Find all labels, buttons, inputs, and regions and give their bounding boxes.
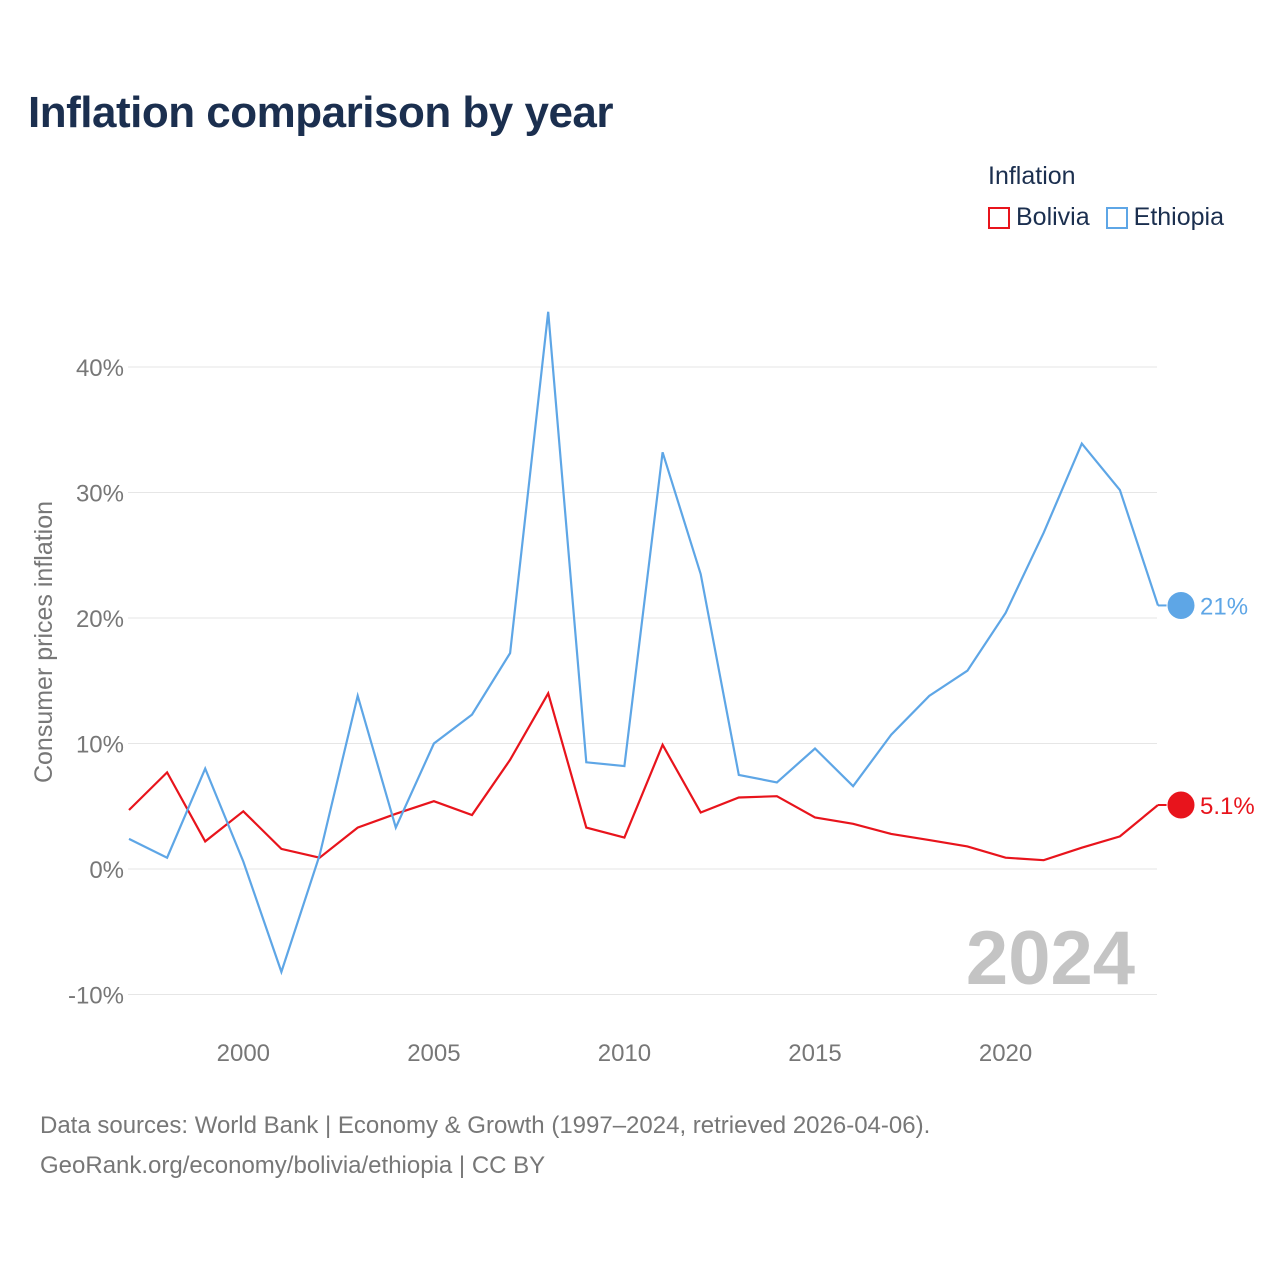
chart-title: Inflation comparison by year [28, 88, 614, 137]
x-tick-label: 2010 [598, 1040, 651, 1067]
footer: Data sources: World Bank | Economy & Gro… [40, 1106, 930, 1186]
y-axis-ticks: -10% 0% 10% 20% 30% 40% [68, 355, 124, 1010]
grid-lines [128, 366, 1157, 995]
y-tick-label: 30% [76, 481, 124, 508]
legend-title: Inflation [988, 162, 1076, 190]
year-watermark: 2024 [966, 916, 1135, 1001]
end-label-ethiopia: 21% [1200, 593, 1248, 620]
flag-ethiopia-icon [1166, 590, 1196, 620]
x-tick-label: 2005 [407, 1040, 460, 1067]
legend-label-ethiopia: Ethiopia [1133, 203, 1225, 231]
legend: Inflation Bolivia Ethiopia [988, 162, 1224, 232]
end-markers: 5.1% 21% [1158, 590, 1255, 820]
end-label-bolivia: 5.1% [1200, 793, 1255, 820]
legend-swatch-ethiopia [1105, 206, 1128, 229]
legend-swatch-bolivia [988, 206, 1010, 229]
y-axis-label: Consumer prices inflation [30, 501, 58, 783]
legend-label-bolivia: Bolivia [1016, 203, 1090, 231]
y-tick-label: -10% [68, 983, 124, 1010]
y-tick-label: 40% [76, 355, 124, 382]
series-line-bolivia [128, 690, 1159, 862]
flag-bolivia-icon [1166, 790, 1196, 820]
x-tick-label: 2020 [979, 1040, 1032, 1067]
footer-source: Data sources: World Bank | Economy & Gro… [40, 1112, 931, 1139]
x-tick-label: 2015 [788, 1040, 841, 1067]
y-tick-label: 0% [89, 857, 124, 884]
footer-link[interactable]: GeoRank.org/economy/bolivia/ethiopia | C… [40, 1152, 546, 1179]
y-tick-label: 20% [76, 606, 124, 633]
series-line-ethiopia [128, 311, 1160, 976]
x-tick-label: 2000 [217, 1040, 270, 1067]
legend-item-ethiopia[interactable]: Ethiopia [1105, 203, 1225, 232]
series-lines [128, 311, 1160, 976]
y-tick-label: 10% [76, 732, 124, 759]
legend-item-bolivia[interactable]: Bolivia [988, 203, 1090, 232]
x-axis-ticks: 2000 2005 2010 2015 2020 [217, 1040, 1033, 1067]
